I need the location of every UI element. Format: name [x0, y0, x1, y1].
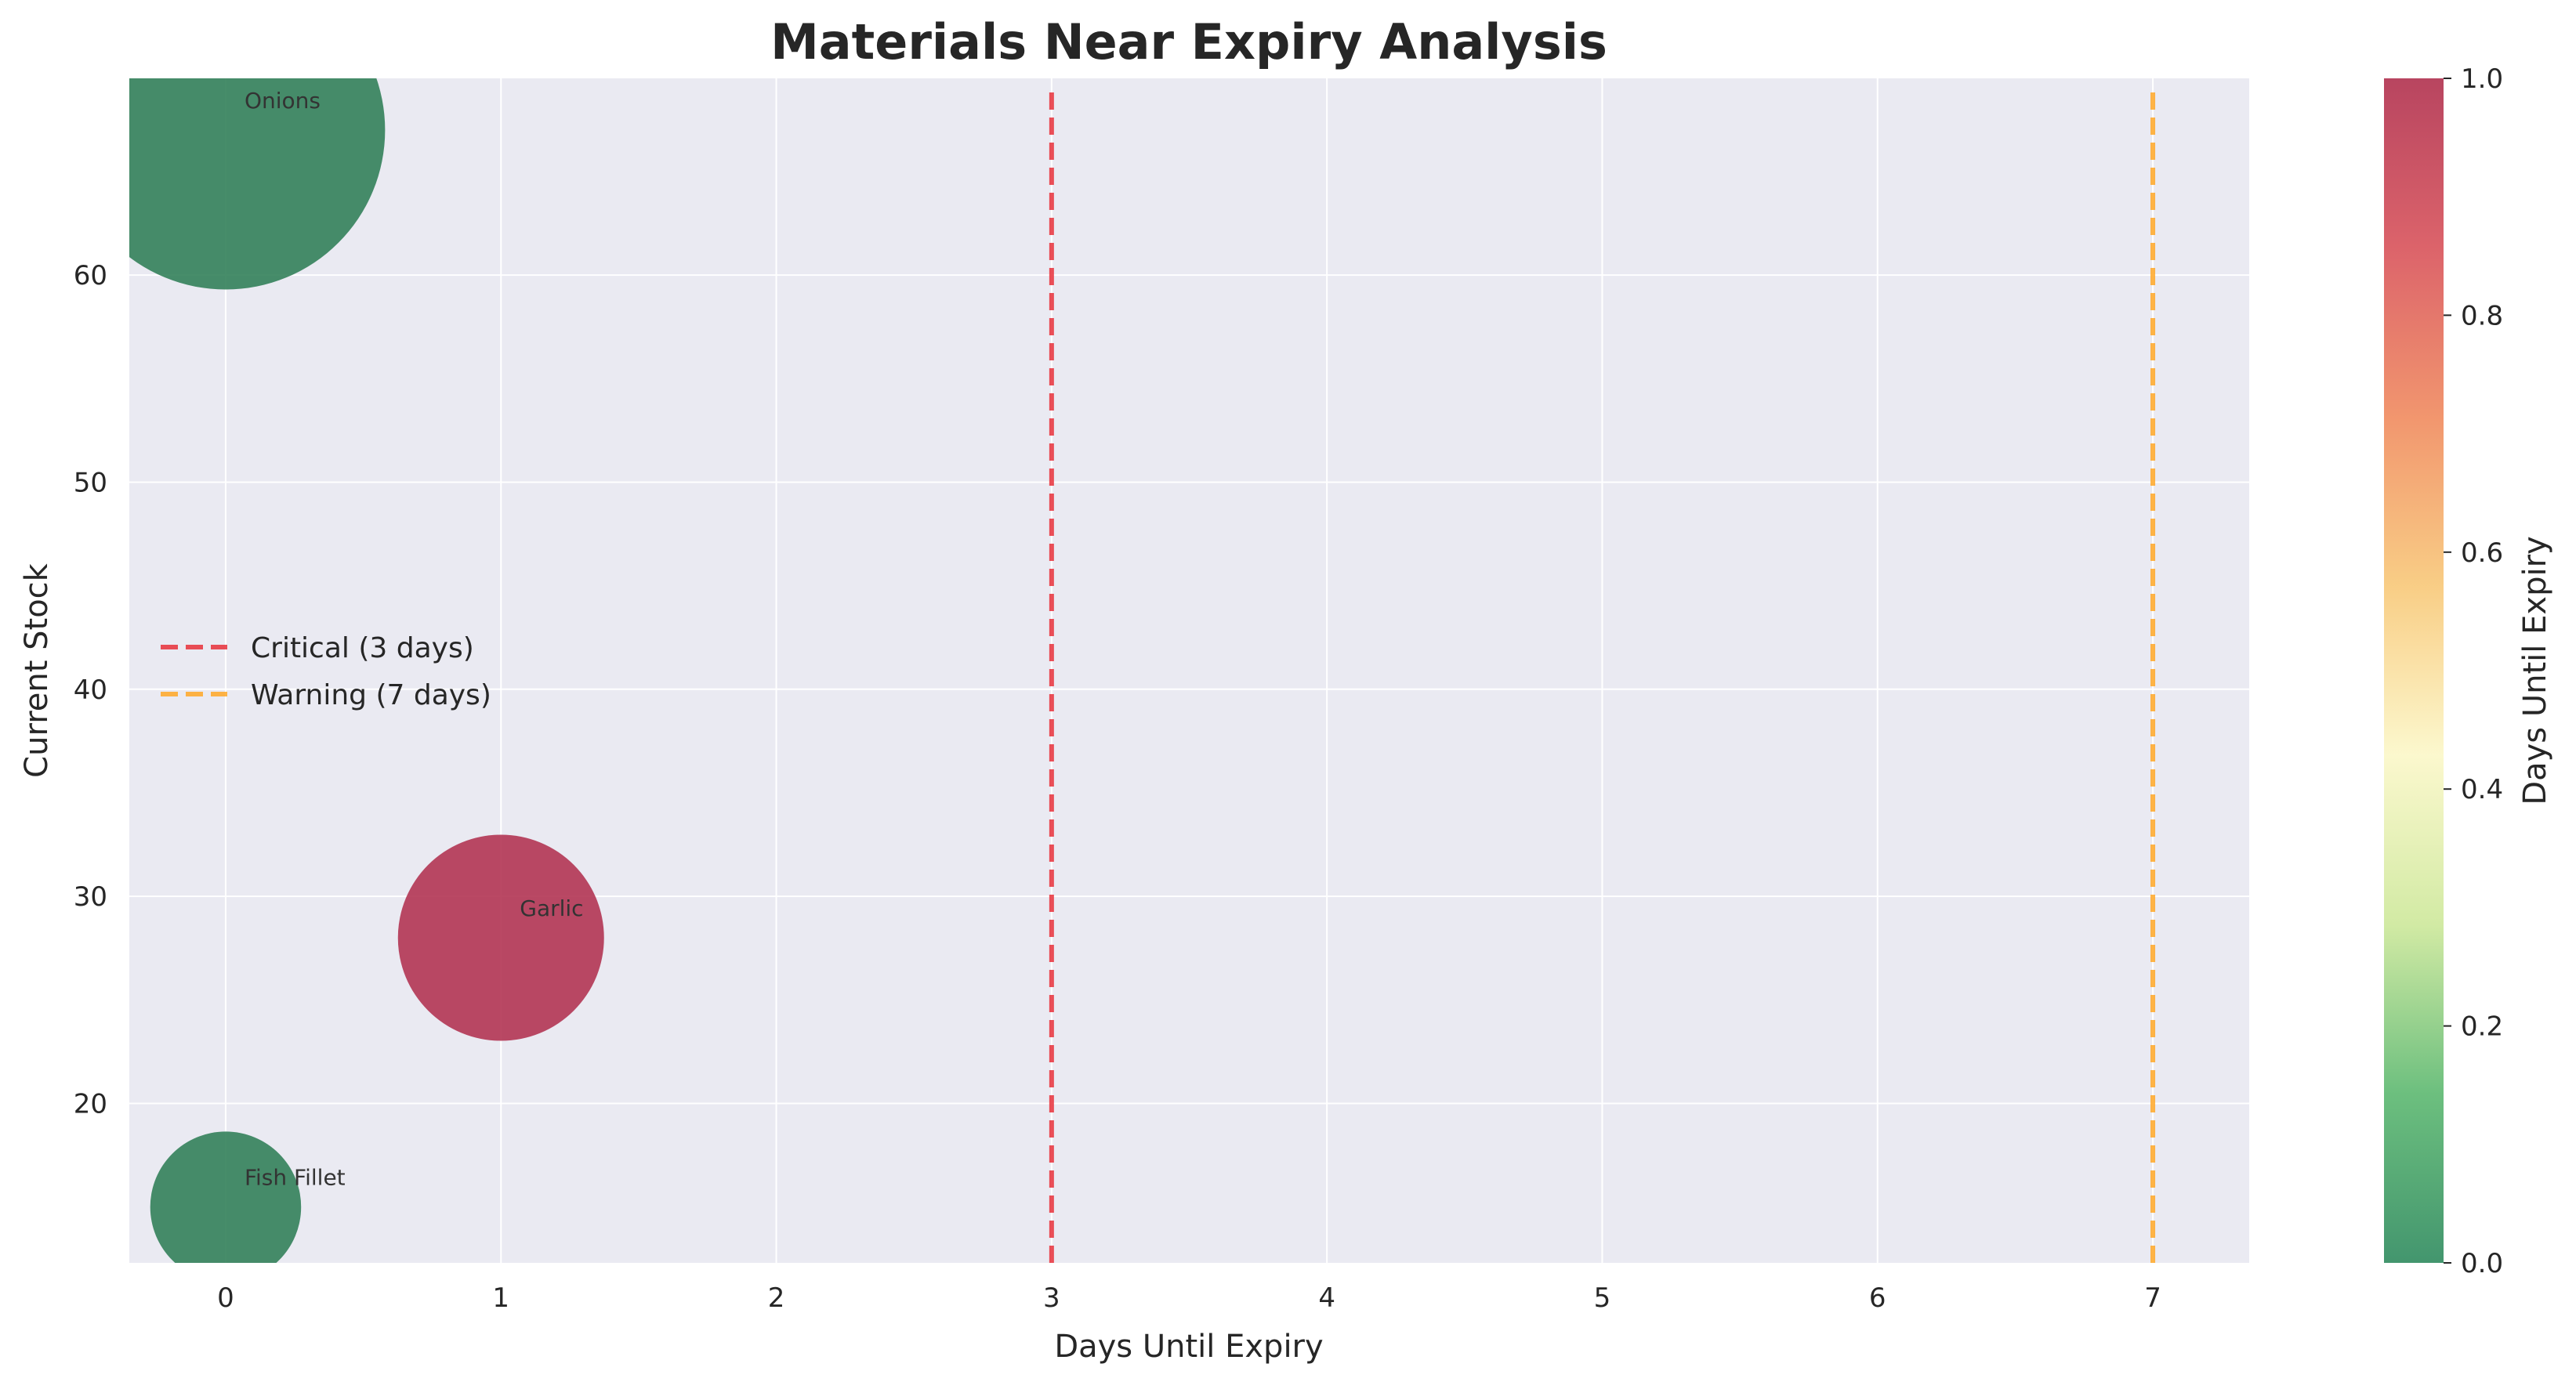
x-tick-label: 2 [768, 1282, 785, 1314]
point-labels: Onions Garlic Fish Fillet [245, 88, 584, 1191]
x-tick-label: 7 [2144, 1282, 2161, 1314]
reference-lines [1049, 92, 2156, 1263]
x-tick-label: 3 [1043, 1282, 1060, 1314]
y-axis-label: Current Stock [19, 562, 55, 777]
data-point-label: Fish Fillet [245, 1165, 346, 1191]
colorbar-tick-label: 0.0 [2461, 1248, 2503, 1279]
y-tick-labels: 20 30 40 50 60 [74, 260, 107, 1120]
plot-area [129, 78, 2249, 1263]
legend-entry: Critical (3 days) [251, 632, 474, 664]
legend: Critical (3 days) Warning (7 days) [161, 632, 491, 711]
data-point-bubble [150, 1131, 302, 1263]
x-tick-labels: 0 1 2 3 4 5 6 7 [217, 1282, 2161, 1314]
colorbar-tick-label: 0.8 [2461, 300, 2503, 331]
x-tick-label: 6 [1869, 1282, 1886, 1314]
colorbar: 0.0 0.2 0.4 0.6 0.8 1.0 [2384, 63, 2503, 1279]
x-tick-label: 0 [217, 1282, 234, 1314]
x-tick-label: 4 [1318, 1282, 1335, 1314]
y-tick-label: 40 [74, 675, 107, 706]
data-point-label: Garlic [520, 895, 583, 921]
legend-entry: Warning (7 days) [251, 679, 491, 711]
colorbar-tick-label: 1.0 [2461, 63, 2503, 95]
y-tick-label: 50 [74, 467, 107, 498]
x-tick-label: 5 [1594, 1282, 1611, 1314]
data-point-bubble [129, 78, 386, 290]
data-point-bubble [397, 834, 604, 1041]
x-axis-label: Days Until Expiry [1054, 1329, 1323, 1365]
colorbar-gradient [2384, 78, 2444, 1263]
y-tick-label: 20 [74, 1088, 107, 1120]
colorbar-tick-label: 0.6 [2461, 537, 2503, 569]
chart-title: Materials Near Expiry Analysis [770, 13, 1607, 71]
data-points [129, 78, 604, 1263]
colorbar-label: Days Until Expiry [2517, 536, 2553, 805]
colorbar-tick-label: 0.2 [2461, 1011, 2503, 1043]
y-tick-label: 60 [74, 260, 107, 291]
x-tick-label: 1 [492, 1282, 509, 1314]
colorbar-tick-label: 0.4 [2461, 774, 2503, 805]
data-point-label: Onions [245, 88, 321, 114]
y-tick-label: 30 [74, 881, 107, 913]
grid-lines [129, 78, 2249, 1263]
